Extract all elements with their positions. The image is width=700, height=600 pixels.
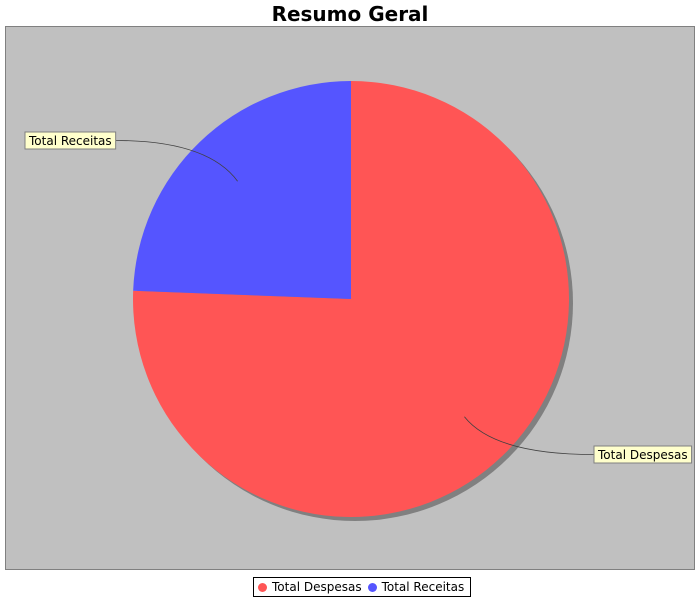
pie-slices	[133, 81, 570, 517]
slice-leader-line-1	[115, 140, 238, 182]
chart-title: Resumo Geral	[271, 2, 429, 26]
legend: Total Despesas Total Receitas	[253, 577, 472, 597]
slice-label-box-1	[24, 131, 117, 150]
legend-swatch-receitas	[367, 582, 377, 592]
slice-label-text-1: Total Receitas	[28, 134, 112, 148]
pie-slice-total-receitas[interactable]	[133, 81, 351, 299]
legend-item-despesas: Total Despesas	[258, 580, 362, 594]
slice-label-box-0	[593, 445, 693, 464]
legend-swatch-despesas	[258, 582, 267, 592]
legend-label-receitas: Total Receitas	[381, 580, 465, 594]
pie-labels: Total Despesas Total Receitas	[24, 131, 693, 464]
slice-leader-line-0	[464, 416, 595, 455]
legend-item-receitas: Total Receitas	[367, 580, 465, 594]
slice-label-text-0: Total Despesas	[597, 448, 688, 462]
pie-chart: Total Despesas Total Receitas	[24, 81, 693, 521]
legend-label-despesas: Total Despesas	[272, 580, 362, 594]
